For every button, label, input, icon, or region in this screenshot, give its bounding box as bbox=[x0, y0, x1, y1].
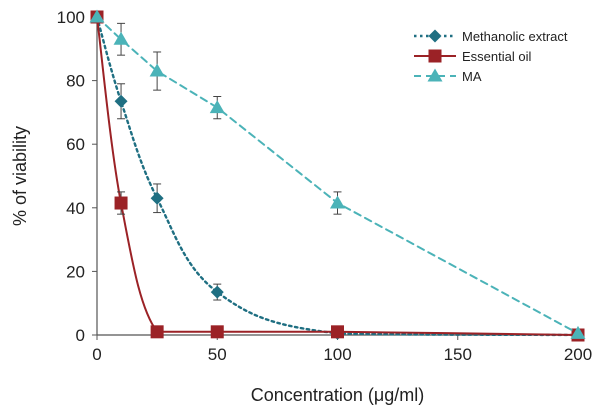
x-tick-label: 100 bbox=[323, 345, 351, 364]
legend-marker-ma bbox=[427, 68, 443, 82]
legend-label-essential-oil: Essential oil bbox=[462, 49, 531, 64]
y-tick-label: 80 bbox=[66, 72, 85, 91]
data-point-ma bbox=[570, 325, 586, 339]
legend: Methanolic extract Essential oil MA bbox=[414, 29, 568, 84]
data-point-ma bbox=[89, 9, 105, 23]
series-line-methanolic-extract bbox=[95, 15, 580, 337]
series-line-essential-oil bbox=[96, 16, 579, 336]
x-axis-title: Concentration (μg/ml) bbox=[251, 385, 424, 405]
data-point-ma bbox=[149, 63, 165, 77]
legend-label-ma: MA bbox=[462, 69, 482, 84]
series-line-ma bbox=[96, 16, 579, 335]
axes: 0 20 40 60 80 100 0 50 100 150 200 bbox=[57, 8, 593, 364]
data-point-essential-oil bbox=[331, 325, 344, 339]
legend-marker-essential-oil bbox=[428, 49, 442, 63]
data-point-methanolic-extract bbox=[150, 191, 164, 205]
series-ma bbox=[89, 9, 586, 339]
legend-marker-methanolic-extract bbox=[428, 29, 442, 43]
x-tick-label: 50 bbox=[208, 345, 227, 364]
data-point-methanolic-extract bbox=[210, 285, 224, 299]
y-tick-label: 0 bbox=[76, 326, 85, 345]
y-tick-label: 60 bbox=[66, 135, 85, 154]
data-point-essential-oil bbox=[210, 325, 224, 339]
data-point-ma bbox=[330, 195, 345, 209]
series-layer bbox=[89, 9, 586, 342]
y-tick-label: 100 bbox=[57, 8, 85, 27]
data-point-essential-oil bbox=[114, 196, 128, 210]
data-point-essential-oil bbox=[150, 325, 164, 339]
data-point-ma bbox=[113, 31, 129, 45]
y-axis-title: % of viability bbox=[10, 126, 30, 226]
x-tick-label: 200 bbox=[564, 345, 592, 364]
x-tick-label: 0 bbox=[92, 345, 101, 364]
y-tick-label: 20 bbox=[66, 262, 85, 281]
legend-label-methanolic-extract: Methanolic extract bbox=[462, 29, 568, 44]
x-tick-label: 150 bbox=[444, 345, 472, 364]
y-tick-label: 40 bbox=[66, 199, 85, 218]
data-point-ma bbox=[209, 100, 225, 114]
data-point-methanolic-extract bbox=[114, 94, 128, 108]
